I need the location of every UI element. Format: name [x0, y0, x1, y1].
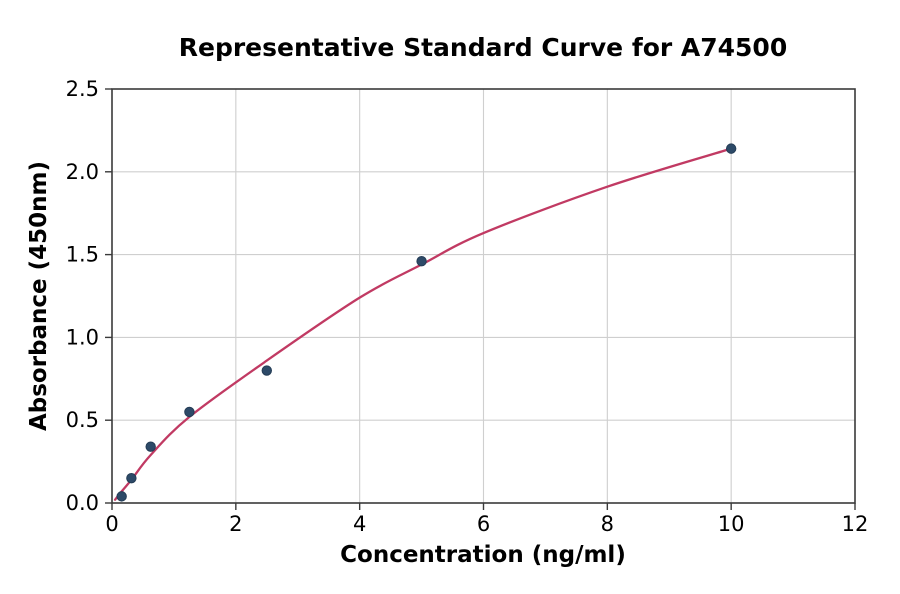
- data-point: [725, 143, 737, 154]
- data-point: [116, 491, 127, 502]
- axis-tick-marks: [105, 88, 856, 510]
- y-tick-label: 1.0: [66, 325, 99, 349]
- plot-frame: [111, 88, 856, 504]
- data-points: [116, 143, 737, 502]
- x-tick-labels: 0 2 4 6 8 10 12: [105, 512, 868, 536]
- y-tick-label: 0.0: [66, 491, 99, 515]
- y-tick-label: 2.5: [66, 77, 99, 101]
- x-tick-label: 10: [718, 512, 745, 536]
- x-tick-label: 2: [229, 512, 242, 536]
- data-point: [184, 406, 195, 418]
- fit-curve-line: [113, 147, 733, 501]
- y-tick-label: 1.5: [66, 243, 99, 267]
- y-axis-label: Absorbance (450nm): [26, 161, 52, 431]
- data-point: [261, 365, 272, 376]
- y-tick-label: 0.5: [66, 408, 99, 432]
- x-tick-label: 8: [601, 512, 614, 536]
- data-point: [126, 472, 137, 484]
- x-tick-label: 12: [842, 512, 869, 536]
- x-tick-label: 6: [477, 512, 490, 536]
- plot-frame-rect: [111, 88, 856, 504]
- y-tick-labels: 0.0 0.5 1.0 1.5 2.0 2.5: [66, 77, 99, 515]
- chart-title: Representative Standard Curve for A74500: [179, 33, 787, 62]
- gridlines: [112, 89, 855, 503]
- y-tick-label: 2.0: [66, 160, 99, 184]
- x-axis-label: Concentration (ng/ml): [340, 542, 626, 568]
- x-tick-label: 4: [353, 512, 366, 536]
- x-tick-label: 0: [105, 512, 118, 536]
- data-point: [416, 256, 427, 267]
- data-point: [145, 441, 156, 452]
